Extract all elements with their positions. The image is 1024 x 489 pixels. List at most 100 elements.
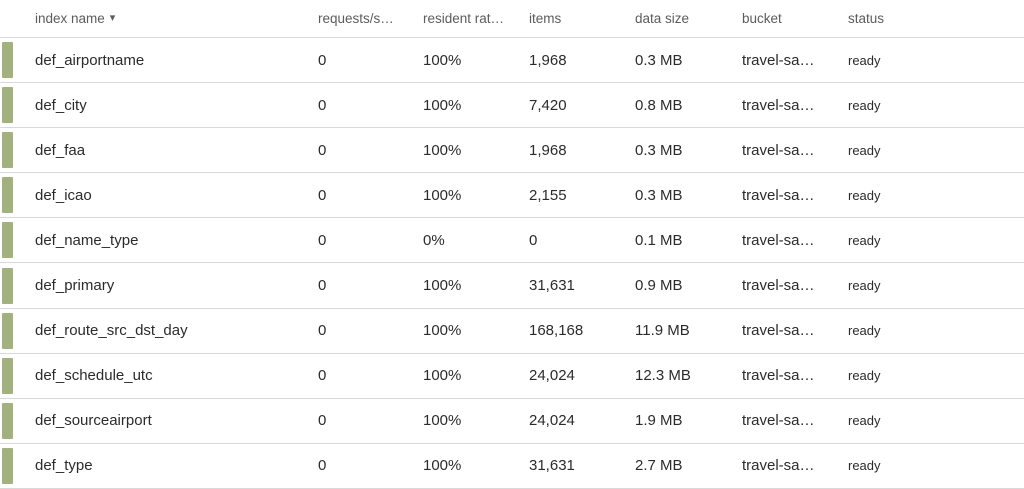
index-row[interactable]: def_city 0 100% 7,420 0.8 MB travel-sa… … [0, 83, 1024, 129]
row-accent-cell [0, 128, 35, 172]
status-cell: ready [848, 52, 881, 68]
index-status-bar [2, 402, 13, 439]
resident-ratio-cell: 100% [423, 51, 462, 69]
requests-cell: 0 [318, 457, 327, 475]
resident-ratio-cell: 100% [423, 367, 462, 385]
column-header-items[interactable]: items [529, 11, 562, 26]
column-header-bucket[interactable]: bucket [742, 11, 782, 26]
index-row[interactable]: def_schedule_utc 0 100% 24,024 12.3 MB t… [0, 353, 1024, 399]
bucket-cell: travel-sa… [742, 96, 815, 114]
index-name-cell: def_route_src_dst_day [35, 322, 188, 340]
items-cell: 24,024 [529, 367, 575, 385]
resident-ratio-cell: 100% [423, 277, 462, 295]
index-row[interactable]: def_sourceairport 0 100% 24,024 1.9 MB t… [0, 398, 1024, 444]
items-cell: 7,420 [529, 96, 567, 114]
index-name-cell: def_name_type [35, 231, 139, 249]
resident-ratio-cell: 100% [423, 96, 462, 114]
index-row[interactable]: def_primary 0 100% 31,631 0.9 MB travel-… [0, 263, 1024, 309]
resident-ratio-cell: 100% [423, 186, 462, 204]
requests-cell: 0 [318, 322, 327, 340]
requests-cell: 0 [318, 231, 327, 249]
index-status-bar [2, 222, 13, 259]
index-name-cell: def_sourceairport [35, 412, 152, 430]
index-status-bar [2, 312, 13, 349]
status-cell: ready [848, 368, 881, 384]
resident-ratio-cell: 100% [423, 457, 462, 475]
status-cell: ready [848, 142, 881, 158]
items-cell: 1,968 [529, 141, 567, 159]
table-header-row: index name ▾ requests/s… resident rat… i… [0, 0, 1024, 38]
resident-ratio-cell: 100% [423, 322, 462, 340]
index-name-cell: def_faa [35, 141, 86, 159]
table-body: def_airportname 0 100% 1,968 0.3 MB trav… [0, 38, 1024, 489]
items-cell: 2,155 [529, 186, 567, 204]
data-size-cell: 11.9 MB [635, 322, 690, 340]
row-accent-cell [0, 218, 35, 262]
index-status-bar [2, 177, 13, 214]
column-header-index-name-label: index name [35, 11, 105, 26]
column-header-data-size[interactable]: data size [635, 11, 690, 26]
index-row[interactable]: def_icao 0 100% 2,155 0.3 MB travel-sa… … [0, 173, 1024, 219]
row-accent-cell [0, 83, 35, 127]
index-name-cell: def_schedule_utc [35, 367, 153, 385]
bucket-cell: travel-sa… [742, 322, 815, 340]
data-size-cell: 0.1 MB [635, 231, 683, 249]
resident-ratio-cell: 100% [423, 412, 462, 430]
data-size-cell: 2.7 MB [635, 457, 683, 475]
index-status-bar [2, 447, 13, 484]
index-name-cell: def_airportname [35, 51, 145, 69]
row-accent-cell [0, 173, 35, 217]
data-size-cell: 0.3 MB [635, 141, 683, 159]
status-cell: ready [848, 232, 881, 248]
column-header-index-name[interactable]: index name ▾ [35, 11, 318, 26]
row-accent-cell [0, 444, 35, 488]
requests-cell: 0 [318, 186, 327, 204]
items-cell: 1,968 [529, 51, 567, 69]
data-size-cell: 12.3 MB [635, 367, 691, 385]
index-row[interactable]: def_airportname 0 100% 1,968 0.3 MB trav… [0, 38, 1024, 84]
column-header-resident-ratio[interactable]: resident rat… [423, 11, 505, 26]
requests-cell: 0 [318, 367, 327, 385]
bucket-cell: travel-sa… [742, 412, 815, 430]
items-cell: 31,631 [529, 457, 575, 475]
bucket-cell: travel-sa… [742, 51, 815, 69]
bucket-cell: travel-sa… [742, 367, 815, 385]
status-cell: ready [848, 97, 881, 113]
bucket-cell: travel-sa… [742, 457, 815, 475]
requests-cell: 0 [318, 96, 327, 114]
column-header-status[interactable]: status [848, 11, 885, 26]
row-accent-cell [0, 399, 35, 443]
items-cell: 0 [529, 231, 538, 249]
data-size-cell: 0.3 MB [635, 51, 683, 69]
index-name-cell: def_primary [35, 277, 115, 295]
index-row[interactable]: def_type 0 100% 31,631 2.7 MB travel-sa…… [0, 443, 1024, 489]
bucket-cell: travel-sa… [742, 277, 815, 295]
column-header-requests[interactable]: requests/s… [318, 11, 394, 26]
row-accent-cell [0, 38, 35, 82]
data-size-cell: 0.8 MB [635, 96, 683, 114]
index-row[interactable]: def_name_type 0 0% 0 0.1 MB travel-sa… r… [0, 218, 1024, 264]
sort-desc-icon: ▾ [109, 12, 116, 24]
index-row[interactable]: def_route_src_dst_day 0 100% 168,168 11.… [0, 308, 1024, 354]
status-cell: ready [848, 187, 881, 203]
items-cell: 24,024 [529, 412, 575, 430]
status-cell: ready [848, 458, 881, 474]
data-size-cell: 0.9 MB [635, 277, 683, 295]
index-status-bar [2, 87, 13, 124]
requests-cell: 0 [318, 277, 327, 295]
status-cell: ready [848, 278, 881, 294]
index-status-bar [2, 42, 13, 79]
data-size-cell: 1.9 MB [635, 412, 683, 430]
resident-ratio-cell: 100% [423, 141, 462, 159]
bucket-cell: travel-sa… [742, 186, 815, 204]
index-status-bar [2, 267, 13, 304]
requests-cell: 0 [318, 141, 327, 159]
status-cell: ready [848, 413, 881, 429]
index-name-cell: def_city [35, 96, 87, 114]
items-cell: 168,168 [529, 322, 584, 340]
bucket-cell: travel-sa… [742, 231, 815, 249]
index-status-bar [2, 357, 13, 394]
index-row[interactable]: def_faa 0 100% 1,968 0.3 MB travel-sa… r… [0, 128, 1024, 174]
row-accent-cell [0, 354, 35, 398]
